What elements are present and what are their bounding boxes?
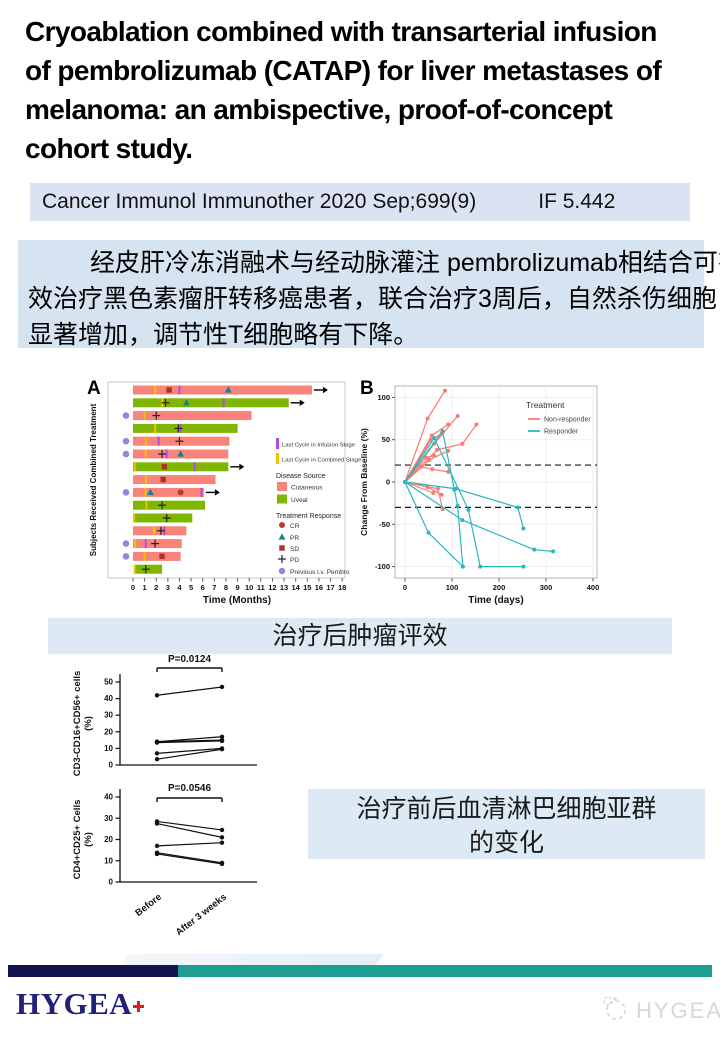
svg-text:15: 15 (303, 583, 311, 592)
nk-cells-paired-plot: P=0.0124 0 10 20 30 40 50 CD3-CD16+CD56+ cells(… (65, 648, 300, 783)
svg-text:3: 3 (166, 583, 170, 592)
svg-text:10: 10 (104, 744, 113, 753)
svg-text:0: 0 (109, 761, 114, 770)
caption-tumor-response: 治疗后肿瘤评效 (48, 618, 672, 654)
svg-text:10: 10 (104, 856, 113, 865)
svg-text:50: 50 (382, 435, 390, 444)
svg-text:40: 40 (104, 793, 113, 802)
svg-text:SD: SD (290, 546, 299, 553)
svg-text:Non-responder: Non-responder (544, 417, 591, 424)
svg-text:4: 4 (177, 583, 182, 592)
title-line: melanoma: an ambispective, proof-of-conc… (25, 94, 613, 125)
svg-text:100: 100 (377, 393, 390, 402)
svg-text:40: 40 (104, 694, 113, 703)
svg-text:-50: -50 (379, 520, 390, 529)
svg-text:P=0.0546: P=0.0546 (168, 783, 212, 794)
svg-text:200: 200 (493, 583, 506, 592)
impact-factor: IF 5.442 (538, 190, 616, 213)
swimmer-plot: A 0 1 2 3 4 5 6 7 8 9 10 11 12 13 14 15 16 17 18 Time (Month… (85, 372, 365, 620)
caption-line: 的变化 (468, 829, 544, 857)
title-line: Cryoablation combined with transarterial… (25, 16, 657, 47)
journal-reference: Cancer Immunol Immunother 2020 Sep;699(9… (42, 190, 477, 213)
svg-text:Last Cycle in Infusion Stage: Last Cycle in Infusion Stage (282, 443, 356, 449)
svg-text:20: 20 (104, 727, 113, 736)
svg-text:-100: -100 (375, 562, 390, 571)
svg-text:6: 6 (201, 583, 205, 592)
svg-text:20: 20 (104, 835, 113, 844)
svg-text:B: B (360, 378, 374, 399)
svg-text:0: 0 (386, 478, 390, 487)
title-line: of pembrolizumab (CATAP) for liver metas… (25, 55, 662, 86)
svg-text:0: 0 (109, 878, 114, 887)
spider-plot: B 0 100 200 300 400 -100 -50 0 50 100 Time (days) Ch… (358, 372, 613, 620)
svg-text:Disease Source: Disease Source (276, 473, 326, 480)
svg-text:16: 16 (315, 583, 323, 592)
svg-text:(%): (%) (83, 832, 94, 847)
summary-line: 效治疗黑色素瘤肝转移癌患者，联合治疗3周后，自然杀伤细胞 (28, 285, 717, 313)
svg-text:400: 400 (587, 583, 600, 592)
svg-text:P=0.0124: P=0.0124 (168, 654, 212, 665)
svg-text:CD3-CD16+CD56+ cells: CD3-CD16+CD56+ cells (72, 671, 83, 777)
svg-text:30: 30 (104, 711, 113, 720)
svg-text:A: A (87, 378, 101, 399)
svg-text:7: 7 (212, 583, 216, 592)
caption-lymphocyte-change: 治疗前后血清淋巴细胞亚群 的变化 (308, 789, 705, 859)
svg-text:Uveal: Uveal (291, 497, 308, 504)
svg-text:11: 11 (257, 583, 265, 592)
svg-text:1: 1 (143, 583, 147, 592)
svg-text:12: 12 (268, 583, 276, 592)
svg-text:14: 14 (292, 583, 301, 592)
svg-text:18: 18 (338, 583, 346, 592)
svg-text:100: 100 (446, 583, 459, 592)
caption-line: 治疗前后血清淋巴细胞亚群 (356, 795, 657, 823)
svg-text:(%): (%) (83, 716, 94, 731)
svg-text:PD: PD (290, 557, 299, 564)
svg-text:50: 50 (104, 678, 113, 687)
svg-text:17: 17 (326, 583, 334, 592)
svg-text:5: 5 (189, 583, 193, 592)
summary-line: 经皮肝冷冻消融术与经动脉灌注 pembrolizumab相结合可有 (90, 249, 720, 277)
page-title: Cryoablation combined with transarterial… (25, 12, 709, 168)
svg-text:Treatment Response: Treatment Response (276, 513, 341, 520)
svg-text:10: 10 (245, 583, 253, 592)
hygea-watermark-icon (600, 993, 630, 1028)
svg-text:Last Cycle in Combined Stage: Last Cycle in Combined Stage (282, 458, 362, 464)
svg-text:Change From Baseline (%): Change From Baseline (%) (359, 428, 369, 536)
hygea-watermark-text: HYGEA (636, 997, 720, 1023)
footer-bar-navy (8, 965, 178, 977)
hygea-logo: HYGEA (16, 984, 145, 1022)
svg-text:9: 9 (235, 583, 239, 592)
citation-bar: Cancer Immunol Immunother 2020 Sep;699(9… (30, 183, 690, 221)
svg-text:300: 300 (540, 583, 553, 592)
svg-text:8: 8 (224, 583, 228, 592)
svg-text:30: 30 (104, 814, 113, 823)
hygea-logo-text: HYGEA (16, 986, 133, 1021)
svg-text:CD4+CD25+ Cells: CD4+CD25+ Cells (72, 800, 83, 880)
title-line: cohort study. (25, 133, 193, 164)
svg-text:Treatment: Treatment (526, 400, 565, 410)
svg-text:Responder: Responder (544, 429, 579, 436)
svg-text:0: 0 (131, 583, 135, 592)
svg-text:CR: CR (290, 523, 300, 530)
svg-text:Time (Months): Time (Months) (203, 595, 271, 606)
svg-text:Before: Before (133, 892, 163, 919)
summary-line: 显著增加，调节性T细胞略有下降。 (28, 321, 419, 349)
summary-box: 经皮肝冷冻消融术与经动脉灌注 pembrolizumab相结合可有 效治疗黑色素… (18, 240, 720, 349)
svg-text:13: 13 (280, 583, 288, 592)
hygea-watermark: HYGEA (600, 993, 720, 1028)
svg-text:2: 2 (154, 583, 158, 592)
footer-bar-teal (178, 965, 712, 977)
svg-text:Cutaneous: Cutaneous (291, 485, 323, 492)
svg-text:Time (days): Time (days) (468, 595, 523, 606)
svg-text:After 3 weeks: After 3 weeks (174, 892, 229, 937)
svg-text:0: 0 (403, 583, 407, 592)
svg-text:PR: PR (290, 535, 299, 542)
svg-text:Subjects Received Combined Tre: Subjects Received Combined Treatment (89, 403, 98, 556)
treg-cells-paired-plot: P=0.0546 0 10 20 30 40 CD4+CD25+ Cells (%) Befor… (65, 780, 315, 938)
svg-text:Previous i.v. Pembro: Previous i.v. Pembro (290, 569, 350, 576)
hygea-logo-cross-icon (133, 984, 145, 1020)
footer-accent-shape (121, 954, 384, 965)
